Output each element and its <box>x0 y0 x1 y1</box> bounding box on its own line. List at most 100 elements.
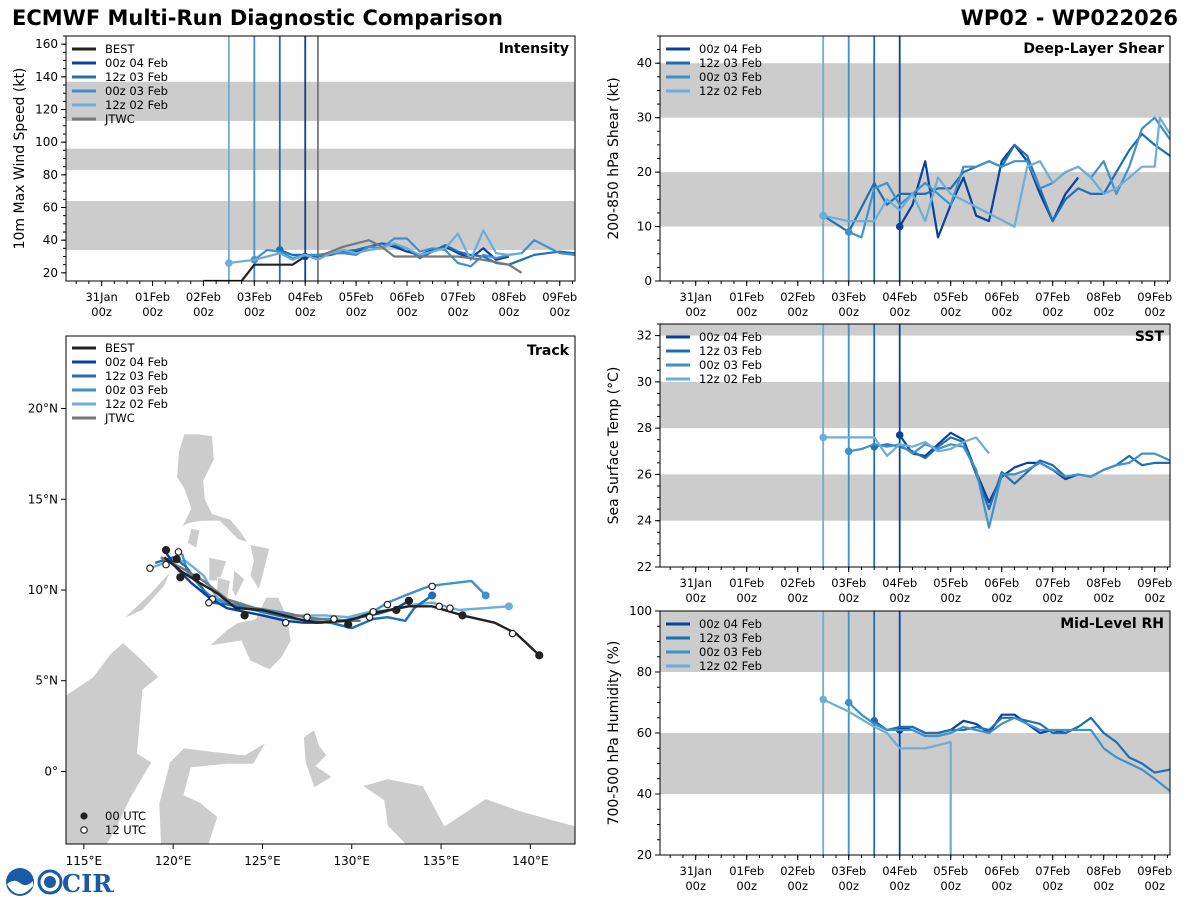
x-tick-label-date: 01Feb <box>729 290 764 304</box>
threshold-band <box>660 324 1170 336</box>
x-tick-label-date: 02Feb <box>186 290 221 304</box>
track-start-marker <box>428 591 437 600</box>
y-tick-label: 28 <box>637 421 652 435</box>
plot-content <box>66 36 575 281</box>
svg-text:CIRA: CIRA <box>62 869 114 898</box>
marker-00utc <box>344 620 353 629</box>
x-tick-label-hour: 00z <box>1144 305 1165 319</box>
marker-12utc <box>446 604 454 612</box>
y-tick-label: 80 <box>637 665 652 679</box>
track-start-marker <box>481 591 490 600</box>
y-tick-label: 60 <box>637 726 652 740</box>
marker-00utc <box>161 545 171 555</box>
x-tick-label-date: 09Feb <box>1137 864 1172 878</box>
x-tick-label-hour: 00z <box>498 305 519 319</box>
series-line <box>317 239 523 274</box>
series-line <box>822 116 1170 228</box>
threshold-band <box>660 474 1170 521</box>
x-tick-label-date: 09Feb <box>1137 576 1172 590</box>
y-tick-label: 5°N <box>35 674 58 688</box>
panel-title: Deep-Layer Shear <box>1023 41 1164 57</box>
x-tick-label-hour: 00z <box>1093 879 1114 893</box>
marker-12utc <box>428 582 436 591</box>
series-start-marker <box>225 259 233 267</box>
x-tick-label-date: 02Feb <box>780 290 815 304</box>
plot-content <box>660 36 1170 281</box>
x-tick-label-date: 05Feb <box>933 864 968 878</box>
y-tick-label: 32 <box>637 329 652 343</box>
series-line <box>228 229 522 265</box>
x-tick-label-date: 01Feb <box>135 290 170 304</box>
legend-label: BEST <box>105 42 135 56</box>
legend-label: 12z 02 Feb <box>699 84 762 98</box>
x-tick-label-date: 04Feb <box>882 290 917 304</box>
x-tick-label-hour: 00z <box>91 305 112 319</box>
x-tick-label-hour: 00z <box>889 305 910 319</box>
legend-label: 00z 03 Feb <box>699 70 762 84</box>
legend-label: 00z 03 Feb <box>105 383 168 397</box>
marker-12utc <box>162 560 170 569</box>
x-tick-label-date: 03Feb <box>831 576 866 590</box>
y-axis-label: 700-500 hPa Humidity (%) <box>606 641 622 826</box>
x-tick-label-date: 08Feb <box>1086 576 1121 590</box>
landmass <box>122 569 172 620</box>
marker-00utc <box>458 611 467 620</box>
marker-12utc <box>330 615 338 623</box>
marker-legend-swatch-12utc <box>80 826 88 834</box>
landmass <box>158 741 268 844</box>
series-line <box>822 132 1170 234</box>
y-tick-label: 100 <box>629 604 652 618</box>
y-tick-label: 30 <box>637 111 652 125</box>
x-tick-label-hour: 00z <box>787 305 808 319</box>
marker-00utc <box>176 573 185 582</box>
x-tick-label-hour: 00z <box>991 305 1012 319</box>
x-tick-label: 115°E <box>66 854 103 868</box>
landmass <box>207 596 292 671</box>
legend-label: 00z 04 Feb <box>105 56 168 70</box>
x-tick-label-hour: 00z <box>991 591 1012 605</box>
x-tick-label-date: 05Feb <box>339 290 374 304</box>
y-axis-label: Sea Surface Temp (°C) <box>606 367 622 525</box>
legend-label: 12z 03 Feb <box>699 344 762 358</box>
marker-12utc <box>205 598 213 607</box>
landmass <box>176 433 250 544</box>
y-tick-label: 24 <box>637 514 652 528</box>
x-tick-label: 125°E <box>244 854 281 868</box>
x-tick-label-hour: 00z <box>889 879 910 893</box>
x-tick-label-date: 31Jan <box>680 576 712 590</box>
plot-content <box>660 324 1170 567</box>
x-tick-label-date: 03Feb <box>831 290 866 304</box>
marker-12utc <box>281 618 290 627</box>
series-start-marker <box>819 695 827 704</box>
x-tick-label-hour: 00z <box>685 879 706 893</box>
x-tick-label-date: 06Feb <box>984 290 1019 304</box>
marker-00utc <box>240 611 249 620</box>
x-tick-label-hour: 00z <box>397 305 418 319</box>
panel-intensity: 2040608010012014016031Jan00z01Feb00z02Fe… <box>12 35 577 319</box>
x-tick-label-date: 06Feb <box>390 290 425 304</box>
threshold-band <box>660 733 1170 794</box>
y-tick-label: 20 <box>637 165 652 179</box>
page-title: ECMWF Multi-Run Diagnostic Comparison <box>12 6 503 30</box>
x-tick-label-hour: 00z <box>685 591 706 605</box>
legend-label: 00z 03 Feb <box>699 645 762 659</box>
x-tick-label: 130°E <box>334 854 371 868</box>
series-start-marker <box>819 433 827 442</box>
y-tick-label: 40 <box>637 787 652 801</box>
x-tick-label-date: 31Jan <box>85 290 117 304</box>
marker-00utc <box>535 651 544 660</box>
x-tick-label-hour: 00z <box>1042 879 1063 893</box>
y-tick-label: 80 <box>43 168 58 182</box>
series-line <box>823 436 990 457</box>
map-content <box>66 433 575 844</box>
y-tick-label: 10°N <box>28 583 58 597</box>
y-tick-label: 20 <box>637 848 652 862</box>
panel-rh: 2040608010031Jan00z01Feb00z02Feb00z03Feb… <box>606 604 1172 893</box>
threshold-band <box>660 611 1170 672</box>
y-axis-label: 200-850 hPa Shear (kt) <box>606 77 622 239</box>
landmass <box>231 569 246 599</box>
x-tick-label-date: 06Feb <box>984 864 1019 878</box>
x-tick-label-date: 05Feb <box>933 576 968 590</box>
